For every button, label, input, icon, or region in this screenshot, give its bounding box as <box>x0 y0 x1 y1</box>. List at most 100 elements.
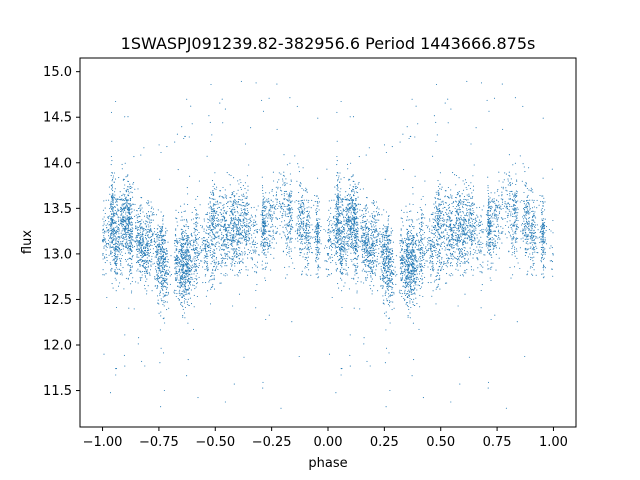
data-point <box>348 236 350 238</box>
data-point <box>429 220 431 222</box>
data-point <box>191 261 193 263</box>
data-point <box>185 238 187 240</box>
data-point <box>252 241 254 243</box>
data-point <box>192 239 194 241</box>
data-point <box>184 317 186 319</box>
data-point <box>245 231 247 233</box>
data-point <box>365 279 367 282</box>
data-point <box>542 222 544 224</box>
data-point <box>158 239 160 241</box>
data-point <box>410 292 412 294</box>
data-point <box>391 146 393 148</box>
data-point <box>281 221 283 223</box>
data-point <box>336 221 339 223</box>
data-point <box>103 274 105 276</box>
data-point <box>462 242 464 244</box>
data-point <box>190 278 192 280</box>
data-point <box>453 225 455 227</box>
data-point <box>310 207 312 209</box>
data-point <box>262 241 264 243</box>
data-point <box>379 277 381 279</box>
data-point <box>124 228 126 230</box>
data-point <box>429 218 431 220</box>
data-point <box>184 238 186 240</box>
data-point <box>224 194 226 196</box>
data-point <box>378 219 380 221</box>
data-point <box>151 238 153 240</box>
data-point <box>121 242 123 244</box>
data-point <box>361 214 363 216</box>
data-point <box>108 235 110 237</box>
data-point <box>512 244 514 246</box>
data-point <box>272 201 274 203</box>
data-point <box>270 210 272 212</box>
data-point <box>525 214 527 216</box>
data-point <box>351 201 354 203</box>
data-point <box>121 274 123 276</box>
data-point <box>464 252 466 254</box>
data-point <box>422 233 424 235</box>
data-point <box>160 275 162 277</box>
data-point <box>450 233 452 236</box>
data-point <box>132 196 134 198</box>
data-point <box>405 244 407 246</box>
data-point <box>473 249 475 251</box>
data-point <box>267 201 269 204</box>
data-point <box>188 264 190 266</box>
data-point <box>412 193 414 195</box>
data-point <box>526 208 528 210</box>
data-point <box>180 244 182 246</box>
data-point <box>478 223 480 225</box>
data-point <box>161 227 163 229</box>
data-point <box>410 224 413 226</box>
data-point <box>531 227 533 230</box>
data-point <box>139 212 142 215</box>
data-point <box>261 236 264 239</box>
data-point <box>376 265 378 267</box>
data-point <box>270 253 272 255</box>
data-point <box>464 247 466 249</box>
data-point <box>482 230 484 233</box>
data-point <box>432 240 434 242</box>
data-point <box>387 225 389 227</box>
data-point <box>378 248 380 250</box>
data-point <box>375 236 377 238</box>
data-point <box>222 207 224 209</box>
data-point <box>289 199 291 201</box>
data-point <box>115 368 118 370</box>
data-point <box>131 244 134 246</box>
data-point <box>470 269 473 271</box>
data-point <box>359 215 361 217</box>
data-point <box>401 254 403 256</box>
data-point <box>450 226 452 228</box>
data-point <box>159 260 161 262</box>
data-point <box>139 236 141 238</box>
data-point <box>372 215 374 217</box>
data-point <box>401 266 403 268</box>
data-point <box>350 228 352 230</box>
data-point <box>473 230 475 232</box>
data-point <box>249 222 251 224</box>
data-point <box>386 236 388 238</box>
data-point <box>162 318 164 320</box>
data-point <box>234 233 236 235</box>
data-point <box>193 264 195 266</box>
data-point <box>408 280 410 283</box>
data-point <box>180 260 182 263</box>
data-point <box>224 226 226 228</box>
data-point <box>237 239 239 241</box>
data-point <box>210 218 212 220</box>
data-point <box>449 219 451 221</box>
data-point <box>290 257 292 259</box>
data-point <box>436 212 438 215</box>
data-point <box>346 236 348 238</box>
data-point <box>216 200 218 202</box>
data-point <box>299 233 301 235</box>
data-point <box>517 226 519 228</box>
data-point <box>109 244 111 246</box>
data-point <box>529 267 531 269</box>
data-point <box>188 237 190 239</box>
data-point <box>386 235 388 237</box>
data-point <box>131 186 133 188</box>
data-point <box>478 252 480 254</box>
